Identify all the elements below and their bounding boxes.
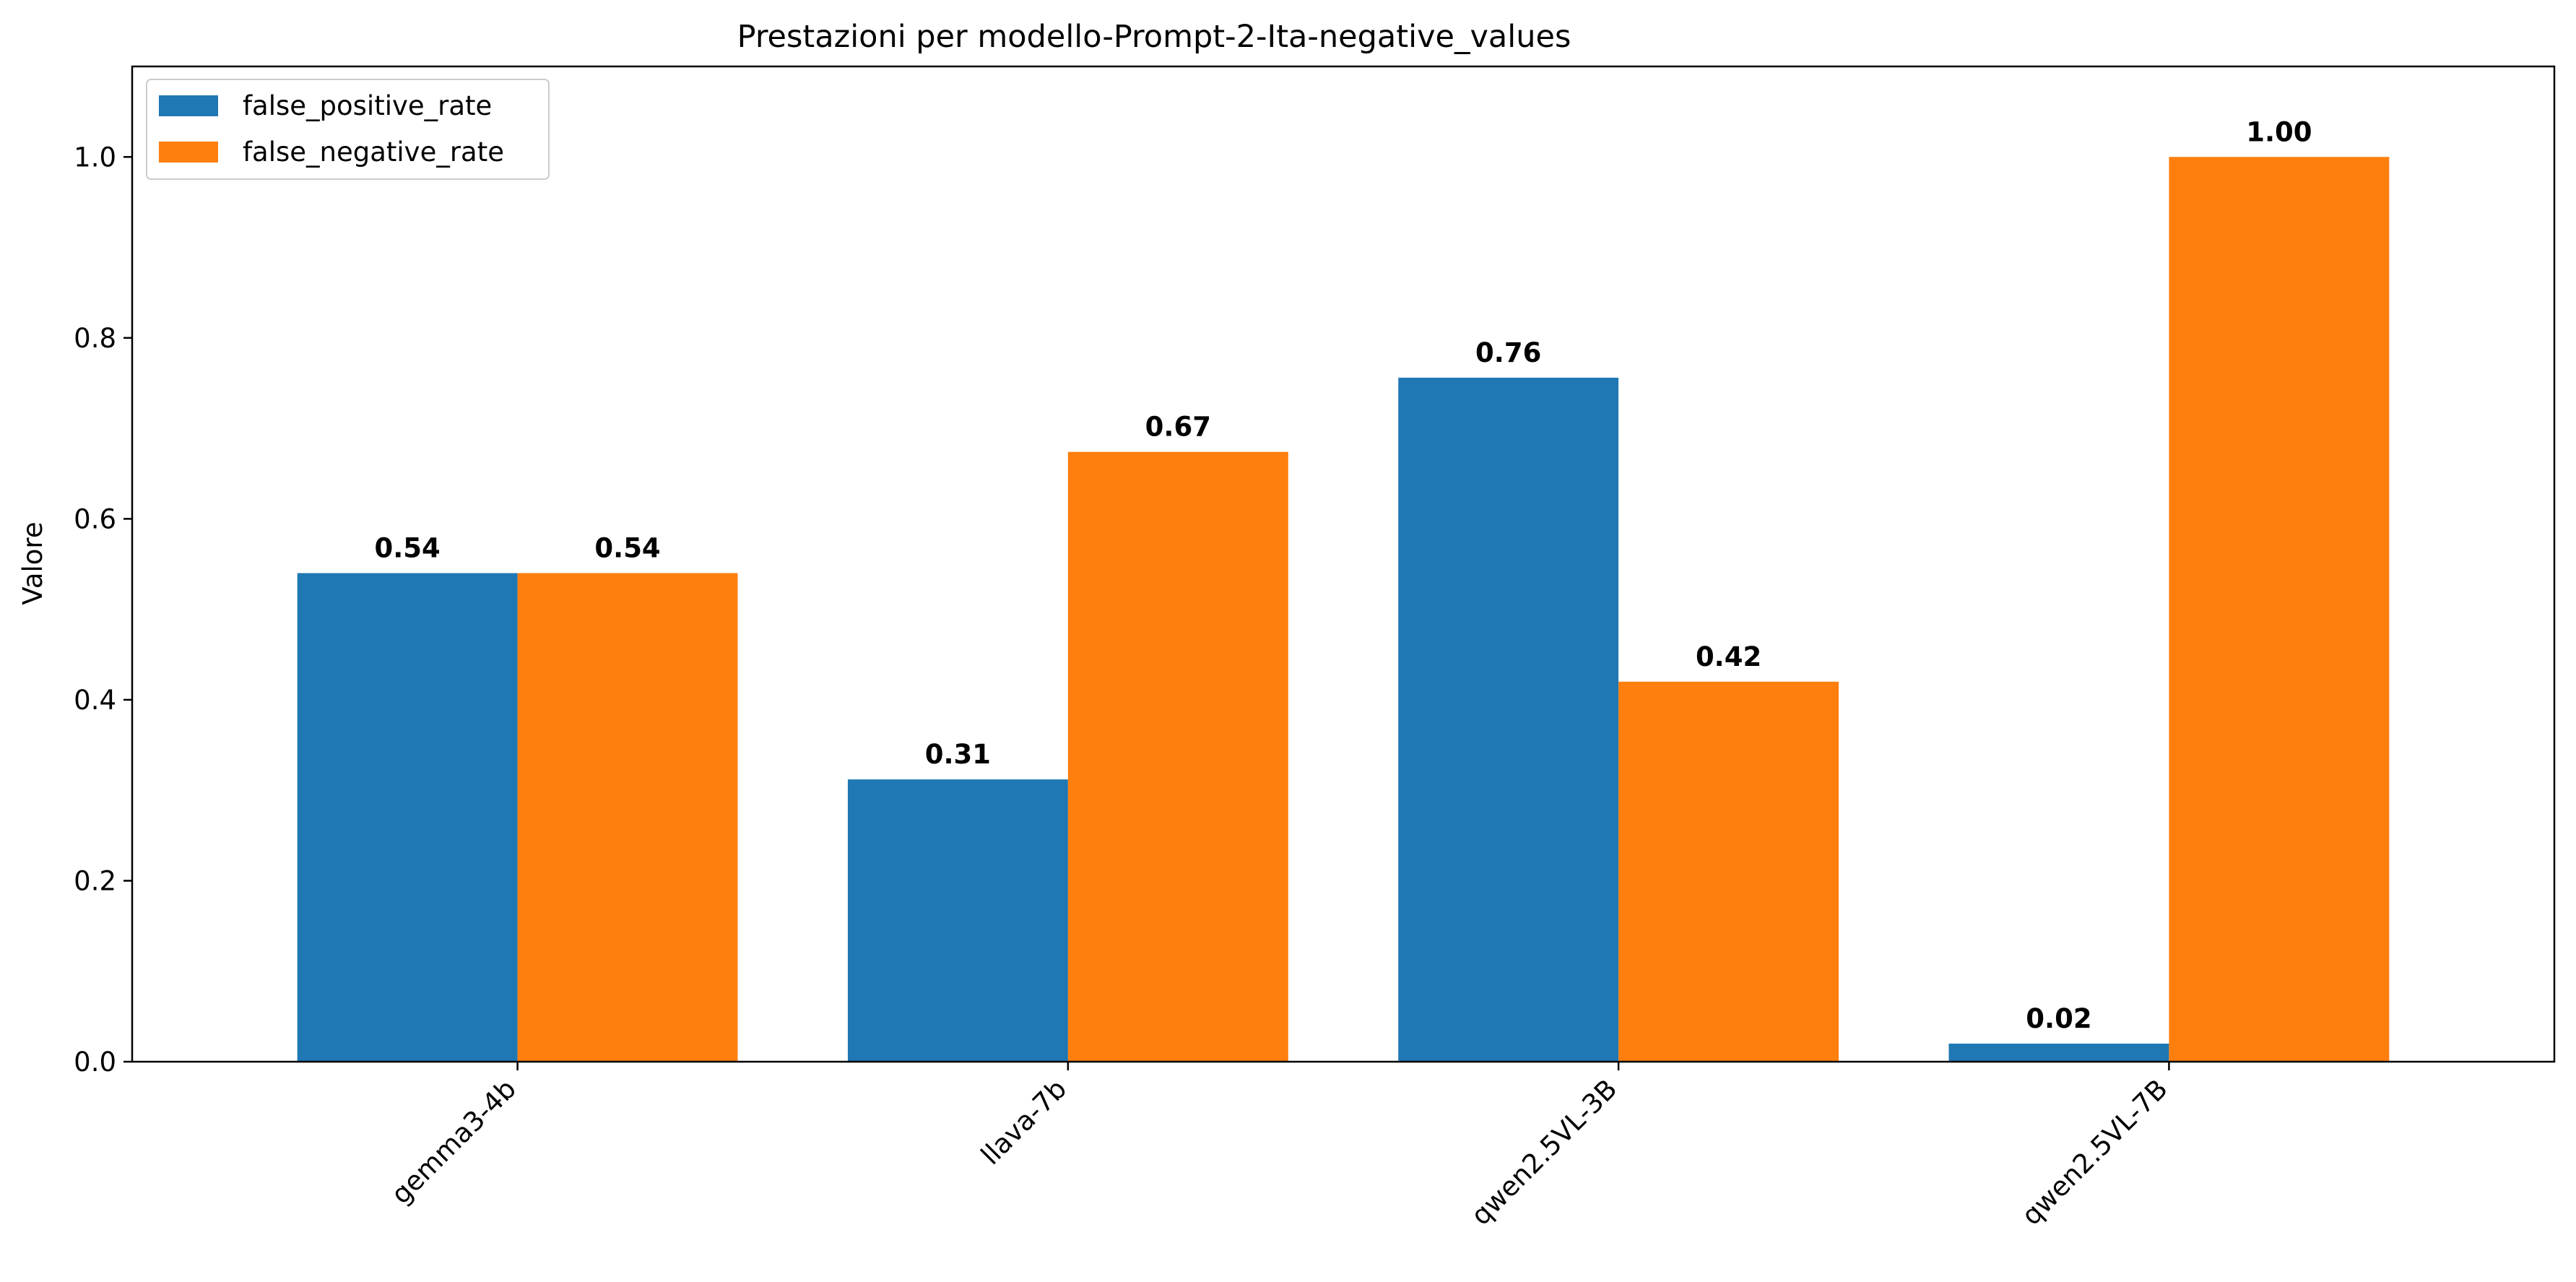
legend-label: false_positive_rate [243, 90, 492, 121]
value-label: 0.76 [1475, 337, 1541, 368]
y-axis-label: Valore [17, 521, 48, 605]
plot-frame [131, 65, 2556, 1063]
legend-label: false_negative_rate [243, 137, 504, 168]
value-label: 0.42 [1696, 641, 1761, 672]
value-labels-layer: 0.54 0.31 0.76 0.02 0.54 0.67 0.42 1.00 [374, 116, 2312, 1034]
value-label: 0.67 [1145, 412, 1211, 443]
legend: false_positive_rate false_negative_rate [146, 79, 550, 180]
value-label: 0.54 [594, 533, 660, 564]
value-label: 0.31 [925, 739, 991, 770]
chart-title: Prestazioni per modello-Prompt-2-Ita-neg… [737, 19, 1571, 55]
bars-layer [297, 157, 2390, 1062]
bar-false_positive_rate-llava-7b [847, 779, 1068, 1062]
legend-swatch-false_positive_rate [159, 95, 218, 116]
y-tick-label: 0.6 [74, 503, 116, 534]
y-tick-label: 0.0 [74, 1047, 116, 1078]
value-label: 0.02 [2026, 1003, 2091, 1034]
bar-false_positive_rate-gemma3-4b [297, 573, 518, 1062]
bar-false_negative_rate-llava-7b [1067, 451, 1288, 1062]
y-tick-label: 0.2 [74, 865, 116, 896]
value-label: 1.00 [2246, 116, 2312, 147]
legend-swatch-false_negative_rate [159, 142, 218, 163]
bar-false_negative_rate-gemma3-4b [517, 573, 738, 1062]
bar-false_negative_rate-qwen2.5VL-7B [2169, 157, 2390, 1062]
y-tick-label: 1.0 [74, 142, 116, 173]
y-tick-label: 0.4 [74, 685, 116, 716]
y-tick-label: 0.8 [74, 323, 116, 354]
legend-box [146, 79, 550, 180]
bar-false_negative_rate-qwen2.5VL-3B [1618, 681, 1839, 1062]
value-label: 0.54 [374, 533, 440, 564]
bar-false_positive_rate-qwen2.5VL-3B [1398, 377, 1619, 1062]
bar-false_positive_rate-qwen2.5VL-7B [1948, 1043, 2169, 1062]
